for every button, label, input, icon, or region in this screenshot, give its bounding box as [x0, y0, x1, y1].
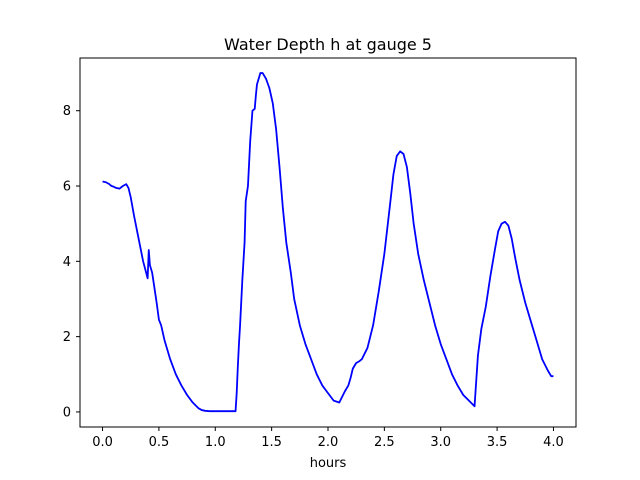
y-tick-label: 6	[63, 180, 71, 195]
x-tick-label: 3.5	[487, 435, 508, 450]
x-tick-label: 2.0	[318, 435, 339, 450]
x-axis-ticks: 0.0 0.5 1.0 1.5 2.0 2.5 3.0 3.5 4.0	[92, 427, 564, 450]
y-axis-ticks: 0 2 4 6 8	[63, 104, 80, 420]
x-tick-label: 1.5	[261, 435, 282, 450]
x-tick-label: 4.0	[543, 435, 564, 450]
chart-title: Water Depth h at gauge 5	[224, 35, 432, 54]
plot-layer	[102, 72, 554, 413]
x-axis-label: hours	[310, 456, 347, 471]
x-tick-label: 3.0	[430, 435, 451, 450]
y-tick-label: 2	[63, 330, 71, 345]
y-tick-label: 4	[63, 255, 71, 270]
x-tick-label: 0.5	[149, 435, 170, 450]
y-tick-label: 0	[63, 405, 71, 420]
y-tick-label: 8	[63, 104, 71, 119]
x-tick-label: 2.5	[374, 435, 395, 450]
series-line-0	[102, 72, 554, 413]
x-tick-label: 0.0	[92, 435, 113, 450]
x-tick-label: 1.0	[205, 435, 226, 450]
